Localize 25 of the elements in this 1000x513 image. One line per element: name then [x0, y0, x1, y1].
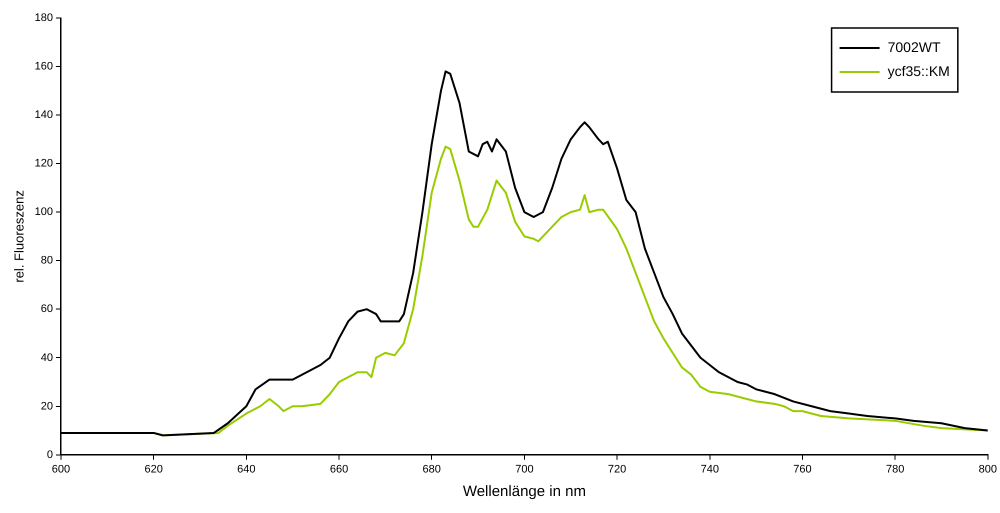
x-tick-label: 760 [793, 463, 812, 476]
x-tick-label: 800 [978, 463, 998, 476]
x-axis-title: Wellenlänge in nm [462, 483, 586, 500]
x-tick-label: 740 [700, 463, 719, 476]
y-tick-label: 20 [40, 400, 53, 412]
y-tick-label: 40 [40, 352, 53, 364]
y-tick-label: 100 [34, 206, 53, 218]
x-tick-label: 600 [52, 463, 70, 476]
x-tick-label: 640 [237, 463, 256, 476]
legend-label: ycf35::KM [888, 62, 950, 79]
y-tick-label: 80 [40, 254, 53, 267]
x-tick-label: 660 [330, 463, 348, 476]
x-tick-label: 620 [144, 463, 163, 476]
x-tick-label: 780 [886, 463, 904, 476]
y-tick-label: 0 [46, 448, 53, 461]
x-tick-label: 680 [422, 463, 441, 476]
y-tick-label: 140 [34, 109, 53, 122]
y-tick-label: 120 [34, 158, 53, 170]
x-tick-label: 720 [608, 463, 626, 476]
y-tick-label: 180 [34, 12, 53, 24]
y-tick-label: 160 [34, 60, 53, 73]
legend-label: 7002WT [888, 38, 941, 55]
y-tick-label: 60 [40, 303, 53, 316]
x-tick-label: 700 [515, 463, 534, 476]
y-axis-title: rel. Fluoreszenz [11, 190, 26, 283]
